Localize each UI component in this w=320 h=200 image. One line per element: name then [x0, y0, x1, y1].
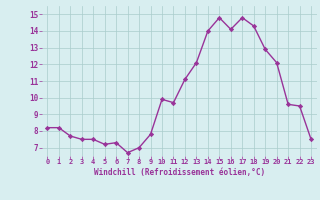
X-axis label: Windchill (Refroidissement éolien,°C): Windchill (Refroidissement éolien,°C)	[94, 168, 265, 177]
